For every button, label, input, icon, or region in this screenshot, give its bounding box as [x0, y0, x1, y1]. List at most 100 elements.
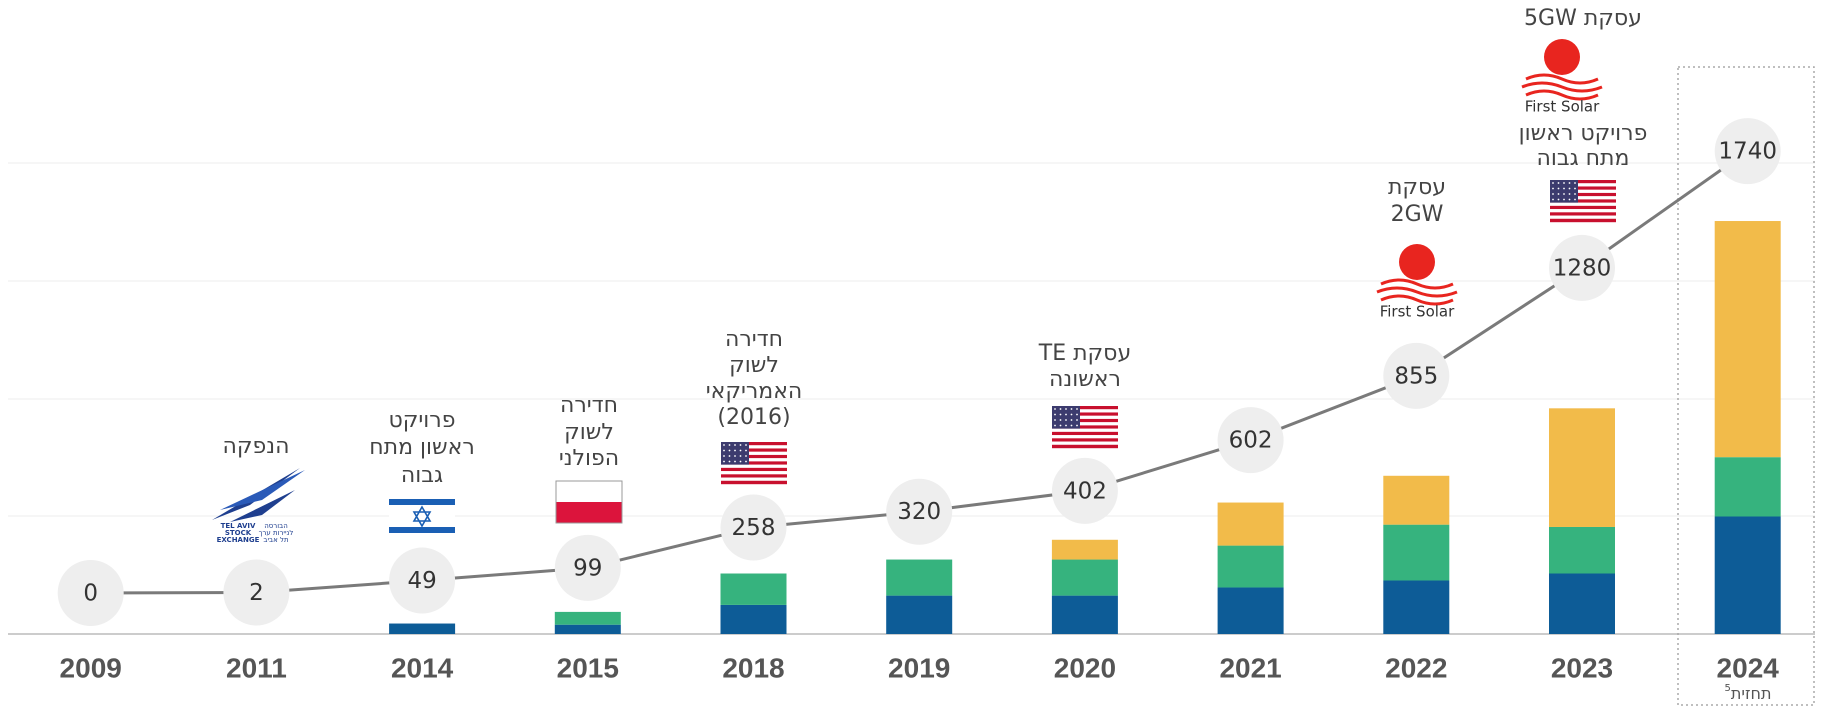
flag-star [1059, 413, 1062, 416]
annotation: 2GW [1391, 202, 1444, 227]
flag-star [412, 505, 432, 528]
annotation: ראשון מתח [369, 435, 474, 460]
logo-sun [1399, 244, 1435, 280]
flag-star [1059, 408, 1062, 410]
flag-stripe [721, 474, 787, 478]
flag-star [1568, 182, 1571, 184]
x-tick-label: 2024 [1717, 652, 1780, 683]
bar-segment [1549, 408, 1615, 527]
flag-star [734, 449, 736, 452]
flag-star [1563, 187, 1565, 190]
flag-star [1574, 193, 1576, 195]
x-tick-label: 2011 [226, 652, 287, 683]
flag-star [1076, 419, 1078, 421]
x-tick-label: 2023 [1551, 652, 1613, 683]
flag-stripe [1052, 422, 1118, 426]
flag-canton [1052, 406, 1080, 429]
bar-segment [720, 573, 787, 605]
logo-text: First Solar [1525, 98, 1600, 116]
point [57, 560, 124, 626]
flag-star [728, 455, 731, 457]
flag-stripe [1550, 180, 1616, 184]
logo-waves [1521, 73, 1603, 101]
flag-stripe [1052, 444, 1118, 449]
point [886, 478, 953, 545]
logo-text: TEL AVIV [221, 522, 256, 530]
bar-segment [1051, 595, 1118, 634]
bar-segment [554, 611, 621, 625]
annotation: (2016) [717, 405, 790, 430]
flag-star [1557, 187, 1560, 190]
flag-stripe [721, 464, 787, 469]
bar-segment [1714, 457, 1781, 517]
flag-stripe [721, 461, 787, 465]
flag-star [1568, 198, 1571, 201]
flag-stripe [1052, 438, 1118, 442]
flag-star [734, 455, 736, 457]
flag-star [1065, 419, 1067, 421]
flag-field [556, 481, 622, 502]
point [720, 494, 787, 561]
data-label: 402 [1063, 478, 1107, 504]
flag-star [1552, 198, 1554, 201]
point [389, 547, 456, 614]
flag-stripe [1052, 425, 1118, 429]
annotation: חדירה [560, 393, 618, 418]
annotation: עסקת 5GW [1524, 6, 1642, 31]
flag-stripe [389, 499, 455, 505]
flag-stripe [1052, 409, 1118, 413]
note-text: תחזית [1731, 684, 1772, 703]
point [1549, 234, 1615, 301]
bar-segment [1714, 221, 1781, 458]
x-tick-label: 2015 [557, 652, 619, 683]
poland-flag [555, 480, 623, 524]
bar-segment [1217, 587, 1284, 634]
flag-star [745, 455, 747, 457]
logo-shape [220, 470, 305, 510]
flag-stripe [1550, 186, 1616, 190]
flag-star [728, 460, 731, 463]
flag-star [1076, 413, 1078, 416]
flag-star [1552, 187, 1554, 190]
flag-stripe [721, 471, 787, 475]
flag-star [1059, 419, 1062, 421]
flag-star [739, 444, 742, 446]
flag-border [555, 480, 623, 524]
flag-stripe [721, 448, 787, 452]
flag-stripe [721, 445, 787, 449]
flag-star [723, 455, 725, 457]
flag-star [739, 449, 742, 452]
x-tick-label: 2020 [1054, 652, 1116, 683]
logo-sun [1544, 39, 1580, 75]
flag-star [1574, 182, 1576, 184]
flag-star [1557, 198, 1560, 201]
flag-stripe [721, 480, 787, 485]
flag-canton [721, 442, 749, 465]
logo-shape [230, 490, 295, 522]
annotation: האמריקאי [706, 379, 803, 404]
flag-stripe [1550, 209, 1616, 213]
annotation: גבוה [401, 463, 443, 488]
bar-segment [554, 624, 621, 634]
flag-stripe [1550, 183, 1616, 187]
flag-star [723, 460, 725, 463]
flag-canton [1550, 180, 1578, 203]
bar-segment [1383, 580, 1450, 634]
data-label: 1280 [1553, 255, 1612, 281]
flag-star [1070, 419, 1073, 421]
flag-star [745, 444, 747, 446]
flag-star [728, 449, 731, 452]
annotation: לשוק [729, 353, 779, 378]
annotation: הנפקה [223, 434, 290, 459]
flag-star [1065, 424, 1067, 427]
annotation: הפולני [559, 446, 619, 471]
x-tick-label: 2018 [722, 652, 784, 683]
bar-segment [1383, 524, 1450, 581]
flag-star [1076, 424, 1078, 427]
flag-star [1557, 193, 1560, 195]
flag-stripe [1550, 215, 1616, 219]
us-flag [1550, 180, 1616, 223]
x-tick-label: 2014 [391, 652, 454, 683]
logo-text: תל אביב [263, 536, 288, 544]
flag-stripe [1550, 189, 1616, 194]
